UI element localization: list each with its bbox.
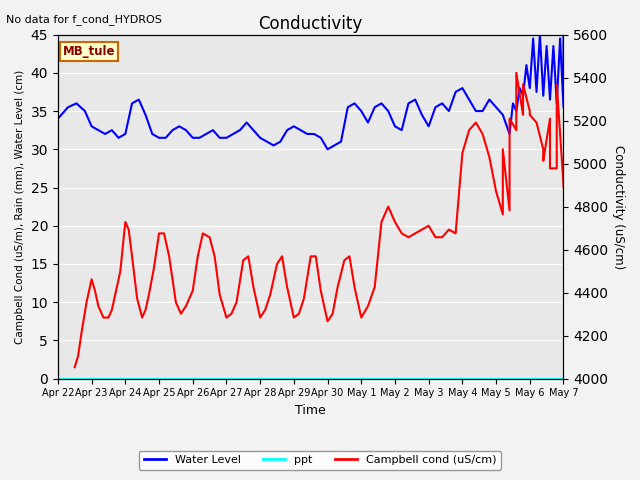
Y-axis label: Campbell Cond (uS/m), Rain (mm), Water Level (cm): Campbell Cond (uS/m), Rain (mm), Water L… <box>15 70 25 344</box>
X-axis label: Time: Time <box>295 404 326 417</box>
Title: Conductivity: Conductivity <box>259 15 363 33</box>
Text: MB_tule: MB_tule <box>63 45 115 58</box>
Text: No data for f_cond_HYDROS: No data for f_cond_HYDROS <box>6 14 163 25</box>
Y-axis label: Conductivity (uS/cm): Conductivity (uS/cm) <box>612 144 625 269</box>
Legend: Water Level, ppt, Campbell cond (uS/cm): Water Level, ppt, Campbell cond (uS/cm) <box>140 451 500 469</box>
